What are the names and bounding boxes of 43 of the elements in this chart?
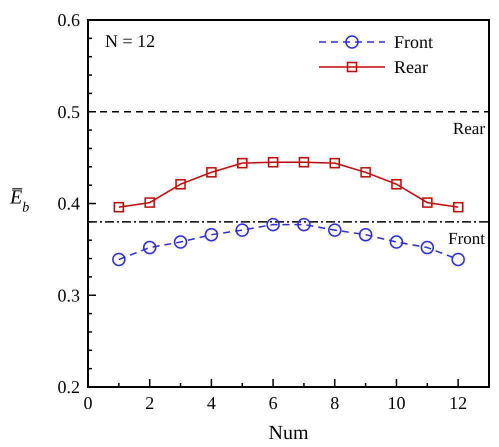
- x-axis-title: Num: [268, 422, 309, 444]
- point: [235, 223, 249, 237]
- point: [114, 202, 124, 212]
- y-tick-label: 0.6: [58, 10, 80, 30]
- y-axis-title: E̅$_{b}$: [9, 186, 30, 215]
- legend-label: Rear: [394, 57, 428, 77]
- point: [236, 158, 248, 168]
- x-tick-label: 12: [449, 393, 468, 413]
- point: [112, 252, 126, 266]
- x-tick-label: 8: [330, 393, 340, 413]
- point: [174, 235, 188, 249]
- point: [206, 167, 217, 178]
- point: [142, 240, 156, 254]
- point: [390, 235, 404, 249]
- x-tick-label: 10: [387, 393, 406, 413]
- legend-label: Front: [394, 32, 434, 52]
- y-tick-label: 0.4: [58, 194, 80, 214]
- point: [266, 218, 280, 232]
- point: [358, 228, 372, 242]
- point: [204, 228, 218, 242]
- ref-line-label: Rear: [452, 118, 486, 138]
- point: [420, 240, 434, 254]
- x-tick-label: 2: [145, 393, 154, 413]
- x-tick-label: 6: [268, 393, 278, 413]
- point: [452, 202, 464, 212]
- annotation: N = 12: [105, 31, 156, 51]
- point: [330, 158, 340, 168]
- point: [175, 178, 186, 190]
- y-tick-label: 0.5: [58, 102, 80, 122]
- point: [360, 167, 371, 178]
- point: [422, 197, 433, 208]
- y-tick-label: 0.3: [58, 285, 80, 306]
- point: [268, 156, 278, 168]
- point: [144, 197, 155, 208]
- point: [391, 178, 402, 190]
- point: [297, 218, 311, 232]
- point: [451, 252, 465, 266]
- x-tick-label: 0: [84, 393, 92, 413]
- point: [328, 223, 342, 237]
- x-tick-label: 4: [206, 393, 216, 413]
- ref-line-label: Front: [448, 228, 486, 248]
- y-tick-label: 0.2: [58, 377, 80, 397]
- point: [298, 156, 310, 168]
